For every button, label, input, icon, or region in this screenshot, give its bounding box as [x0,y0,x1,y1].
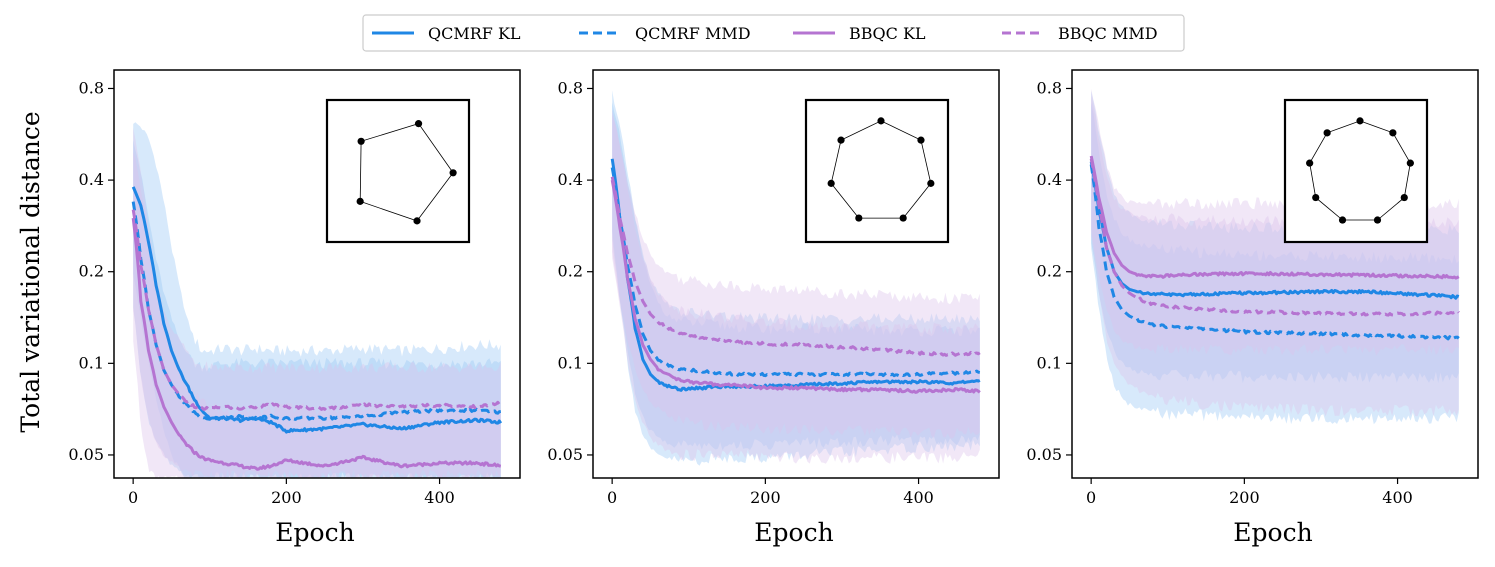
band-qcmrf-mmd [1091,103,1459,425]
band-bbqc-kl [612,115,980,464]
axes-frame [1071,69,1479,479]
graph-node [1306,159,1314,167]
band-qcmrf-mmd [612,102,980,451]
y-tick-label: 0.1 [558,353,583,372]
line-qcmrf-kl [131,186,503,434]
graph-node [899,214,907,222]
y-tick-label: 0.4 [558,170,583,189]
legend-label: QCMRF MMD [635,24,751,43]
y-tick-label: 0.1 [1037,353,1062,372]
legend-label: QCMRF KL [428,24,521,43]
graph-node [357,137,365,145]
panel-3: 0.05 0.1 0.2 0.4 0.8 0 200 400 Epoch [1026,69,1479,547]
graph-node [1373,216,1382,224]
x-tick-label: 200 [750,488,781,507]
y-tick-label: 0.05 [68,445,104,464]
x-axis-label: Epoch [1233,518,1312,547]
line-qcmrf-mmd [610,167,981,378]
graph-node [356,197,364,205]
legend-label: BBQC MMD [1058,24,1158,43]
legend: QCMRF KL QCMRF MMD BBQC KL BBQC MMD [362,14,1185,52]
graph-node [449,169,457,177]
band-bbqc-kl [1091,88,1459,356]
graph-node [1406,159,1414,167]
graph-node [927,179,935,187]
graph-node [1312,193,1320,202]
line-bbqc-kl [1089,155,1460,280]
graph-node [1356,117,1364,125]
y-tick-label: 0.2 [79,262,104,281]
x-tick-label: 400 [424,488,455,507]
axes-frame [113,69,521,479]
x-tick-label: 400 [903,488,934,507]
y-tick-label: 0.05 [547,445,583,464]
x-tick-label: 0 [1086,488,1096,507]
band-qcmrf-kl [133,122,501,478]
graph-node [1400,193,1408,202]
line-bbqc-mmd [610,176,981,357]
y-tick-label: 0.1 [79,353,104,372]
line-qcmrf-mmd [131,201,501,421]
panel-2: 0.05 0.1 0.2 0.4 0.8 0 200 400 Epoch [547,69,1000,547]
band-bbqc-kl [133,127,501,478]
inset-graph-7-nodes [804,98,950,244]
inset-graph-9-nodes [1283,98,1429,244]
panel-1: 0.05 0.1 0.2 0.4 0.8 0 200 400 Epoch [68,69,521,547]
band-qcmrf-kl [1091,90,1459,384]
y-tick-label: 0.8 [558,78,583,97]
line-bbqc-kl [610,179,981,394]
y-tick-label: 0.8 [1037,78,1062,97]
graph-node [827,179,835,187]
x-tick-label: 200 [1229,488,1260,507]
legend-label: BBQC KL [849,24,926,43]
graph-node [413,217,421,225]
x-tick-label: 0 [607,488,617,507]
y-tick-label: 0.2 [1037,262,1062,281]
panels: 0.050.10.20.40.80 200 400Epoch0.050.10.20.… [68,69,1479,547]
y-tick-label: 0.05 [1026,445,1062,464]
axes-frame [592,69,1000,479]
line-qcmrf-mmd [1089,164,1460,341]
line-qcmrf-kl [1089,161,1460,300]
graph-node [1338,216,1347,224]
graph-node [1323,129,1331,137]
x-tick-label: 400 [1382,488,1413,507]
y-tick-label: 0.4 [79,170,104,189]
graph-node [917,136,925,144]
line-bbqc-kl [131,217,502,471]
y-tick-label: 0.4 [1037,170,1062,189]
x-tick-label: 200 [271,488,302,507]
y-axis-label: Total variational distance [16,111,45,432]
band-bbqc-mmd [133,152,501,478]
x-axis-label: Epoch [754,518,833,547]
x-tick-label: 0 [128,488,138,507]
y-tick-label: 0.2 [558,262,583,281]
graph-node [837,136,845,144]
inset-graph-5-nodes [325,98,471,244]
x-axis-label: Epoch [275,518,354,547]
band-bbqc-mmd [612,110,980,439]
graph-node [855,214,863,222]
graph-node [1389,129,1397,137]
graph-node [877,117,885,125]
line-bbqc-mmd [1089,158,1460,317]
graph-node [414,120,423,128]
band-qcmrf-mmd [133,140,501,478]
y-tick-label: 0.8 [79,78,104,97]
line-bbqc-mmd [131,209,502,411]
